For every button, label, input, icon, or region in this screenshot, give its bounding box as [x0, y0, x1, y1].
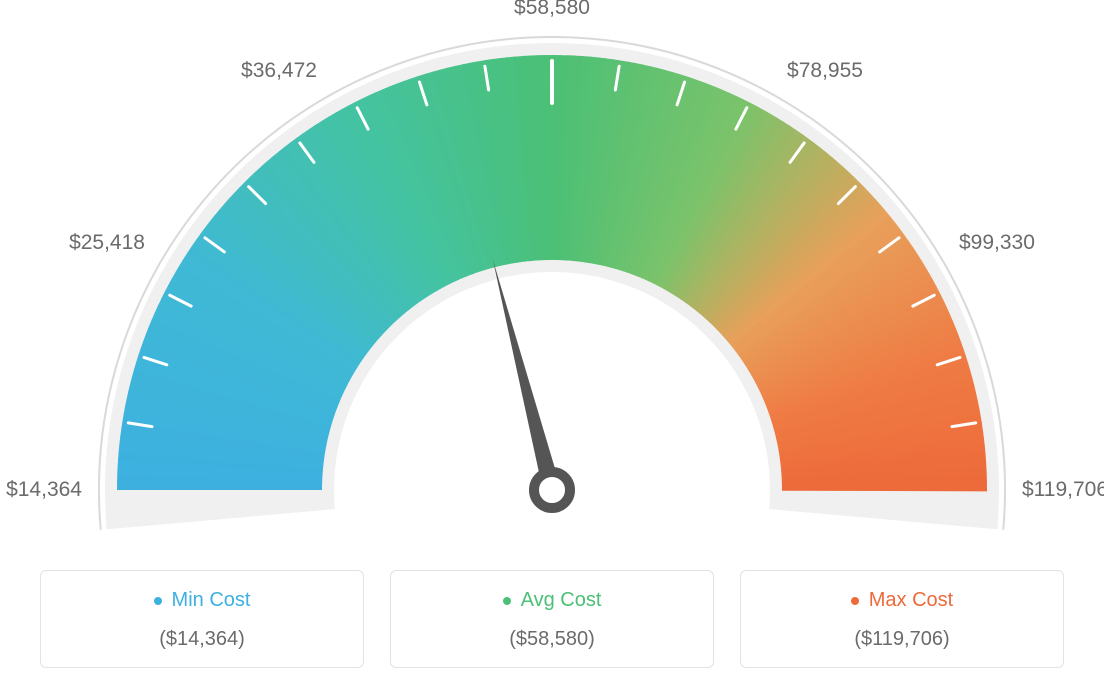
legend-card-max: Max Cost ($119,706) — [740, 570, 1064, 668]
legend-title-text: Max Cost — [869, 589, 953, 612]
legend-row: Min Cost ($14,364) Avg Cost ($58,580) Ma… — [40, 570, 1064, 668]
dot-icon — [154, 597, 162, 605]
legend-title-text: Avg Cost — [521, 589, 602, 612]
legend-value-max: ($119,706) — [741, 628, 1063, 651]
legend-value-min: ($14,364) — [41, 628, 363, 651]
legend-card-avg: Avg Cost ($58,580) — [390, 570, 714, 668]
gauge-scale-label: $119,706 — [1022, 478, 1104, 502]
gauge-scale-label: $25,418 — [69, 231, 145, 255]
gauge-scale-label: $78,955 — [787, 59, 863, 83]
dot-icon — [851, 597, 859, 605]
dot-icon — [503, 597, 511, 605]
legend-card-min: Min Cost ($14,364) — [40, 570, 364, 668]
legend-title-max: Max Cost — [851, 589, 953, 612]
gauge-scale-label: $99,330 — [959, 231, 1035, 255]
gauge-svg — [0, 0, 1104, 560]
gauge-scale-label: $58,580 — [514, 0, 590, 20]
cost-gauge-chart: $14,364 $25,418 $36,472 $58,580 $78,955 $99,3… — [0, 0, 1104, 560]
legend-value-avg: ($58,580) — [391, 628, 713, 651]
gauge-scale-label: $14,364 — [6, 478, 82, 502]
legend-title-min: Min Cost — [154, 589, 251, 612]
legend-title-avg: Avg Cost — [503, 589, 602, 612]
legend-title-text: Min Cost — [172, 589, 251, 612]
gauge-scale-label: $36,472 — [241, 59, 317, 83]
